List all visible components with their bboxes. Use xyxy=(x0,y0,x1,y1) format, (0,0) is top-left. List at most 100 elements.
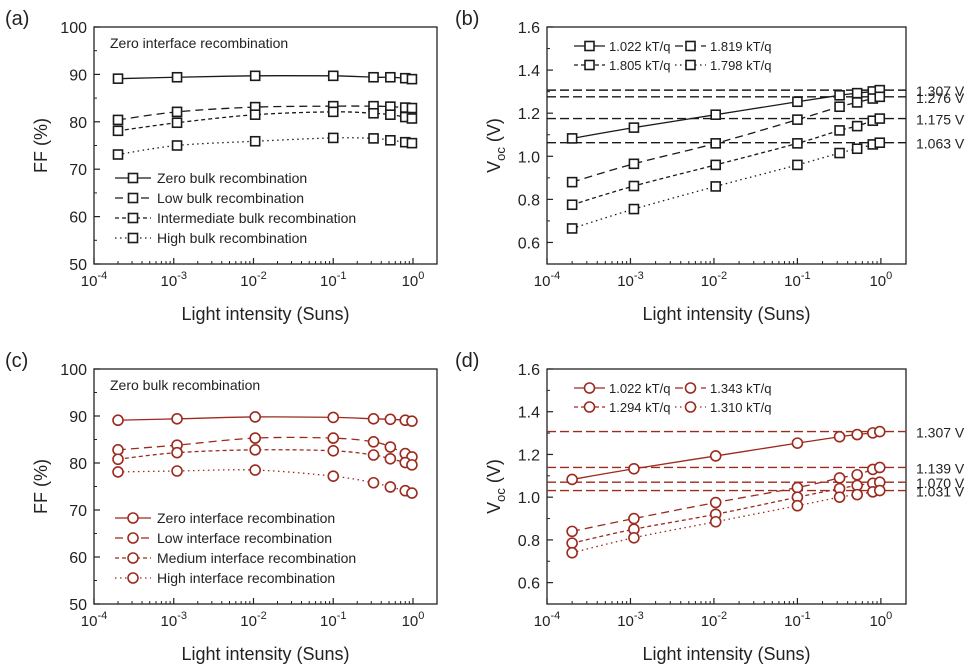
legend-label: 1.798 kT/q xyxy=(710,58,771,73)
legend-label: Zero interface recombination xyxy=(157,510,335,526)
panel-a: (a) 10-4 10-3 10-2 10-1 100 50 60 70 80 90 100 Light… xyxy=(5,8,438,324)
x-tick-label: 10-3 xyxy=(161,270,187,290)
data-point xyxy=(171,446,183,459)
legend-marker xyxy=(583,401,596,413)
data-point xyxy=(171,106,183,118)
legend-marker xyxy=(684,401,697,413)
data-point xyxy=(628,180,640,192)
data-point xyxy=(171,140,183,151)
data-point xyxy=(406,415,418,427)
y-tick-label: 0.6 xyxy=(518,576,540,593)
x-tick-label: 10-4 xyxy=(534,270,560,290)
x-tick-label: 10-2 xyxy=(240,610,266,630)
x-tick-label: 10-2 xyxy=(240,270,266,290)
x-tick-label: 100 xyxy=(402,610,425,630)
y-axis-label: Voc (V) xyxy=(484,459,508,514)
series-1 xyxy=(112,70,418,85)
legend-marker xyxy=(685,59,696,71)
data-point xyxy=(792,159,803,171)
reference-line-label: 1.307 V xyxy=(916,83,965,99)
legend-label: 1.343 kT/q xyxy=(710,381,771,396)
reference-line-label: 1.063 V xyxy=(916,136,965,152)
data-point xyxy=(628,122,640,133)
data-point xyxy=(367,449,380,461)
legend-label: 1.022 kT/q xyxy=(609,39,670,54)
legend-marker xyxy=(584,40,595,52)
data-point xyxy=(791,481,804,494)
data-point xyxy=(628,462,640,475)
legend: Zero interface recombination Low interfac… xyxy=(115,510,356,586)
legend: 1.022 kT/q 1.819 kT/q 1.805 kT/q 1.798 kT/q xyxy=(574,39,771,73)
x-axis-label: Light intensity (Suns) xyxy=(181,644,349,664)
data-point xyxy=(833,491,846,503)
data-point xyxy=(384,441,397,453)
data-point xyxy=(406,113,418,124)
reference-line-label: 1.175 V xyxy=(916,112,965,128)
data-point xyxy=(406,487,418,499)
reference-line-label: 1.139 V xyxy=(916,460,965,476)
data-point xyxy=(367,413,380,425)
data-point xyxy=(874,113,886,124)
y-tick-label: 80 xyxy=(69,456,87,473)
legend-label: 1.294 kT/q xyxy=(609,400,670,415)
data-point xyxy=(566,176,578,188)
panel-b: (b) 10-4 10-3 10-2 10-1 100 0.6 0.8 1.0 1.2 1.4 1.6… xyxy=(455,8,965,324)
y-tick-label: 1.6 xyxy=(518,362,540,379)
legend-label: Low bulk recombination xyxy=(157,190,304,206)
panel-label: (a) xyxy=(5,8,29,30)
x-axis-label: Light intensity (Suns) xyxy=(642,304,810,324)
series-4 xyxy=(566,484,886,559)
data-point xyxy=(710,109,722,120)
panel-label: (b) xyxy=(455,8,479,30)
series-line xyxy=(117,74,413,80)
data-point xyxy=(171,413,183,425)
data-point xyxy=(112,444,124,456)
panel-label: (d) xyxy=(455,350,479,372)
data-point xyxy=(249,135,261,147)
data-point xyxy=(112,453,124,466)
data-point xyxy=(368,107,379,119)
series-4 xyxy=(112,464,418,499)
legend-label: Low interface recombination xyxy=(157,530,332,546)
x-tick-label: 10-1 xyxy=(784,270,810,290)
data-point xyxy=(249,432,261,444)
data-point xyxy=(112,114,124,126)
legend-label: 1.022 kT/q xyxy=(609,381,670,396)
legend-label: Medium interface recombination xyxy=(157,550,356,566)
x-tick-label: 10-4 xyxy=(534,610,560,630)
y-tick-label: 70 xyxy=(69,503,87,520)
data-point xyxy=(406,73,418,85)
data-point xyxy=(851,428,863,441)
y-axis-label: FF (%) xyxy=(31,459,51,514)
legend-marker xyxy=(127,172,139,184)
series-3 xyxy=(566,476,886,549)
data-point xyxy=(367,476,380,489)
data-point xyxy=(171,117,183,129)
data-point xyxy=(851,488,863,501)
axes-frame xyxy=(546,368,907,605)
data-point xyxy=(406,459,418,471)
reference-line-label: 1.307 V xyxy=(916,425,965,441)
data-point xyxy=(112,73,124,84)
x-tick-label: 100 xyxy=(402,270,425,290)
data-point xyxy=(112,125,124,137)
y-tick-label: 1.0 xyxy=(518,490,540,507)
panel-label: (c) xyxy=(5,350,28,372)
x-tick-label: 10-2 xyxy=(701,610,727,630)
data-point xyxy=(566,546,578,559)
y-tick-label: 0.8 xyxy=(518,192,540,209)
x-axis-label: Light intensity (Suns) xyxy=(181,304,349,324)
legend-marker xyxy=(127,192,139,204)
data-point xyxy=(171,71,183,83)
x-tick-label: 10-3 xyxy=(617,610,643,630)
y-tick-label: 60 xyxy=(69,550,87,567)
data-point xyxy=(249,70,261,82)
series-2 xyxy=(566,91,886,188)
data-point xyxy=(249,464,261,476)
series-line xyxy=(117,469,413,494)
series-line xyxy=(571,466,880,533)
data-point xyxy=(710,159,722,171)
data-point xyxy=(566,473,578,486)
y-axis-label: FF (%) xyxy=(31,118,51,173)
data-point xyxy=(851,87,863,99)
